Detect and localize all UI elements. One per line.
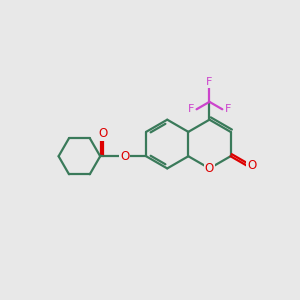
Text: F: F: [224, 104, 231, 114]
Text: O: O: [247, 159, 256, 172]
Text: F: F: [206, 77, 213, 87]
Text: O: O: [99, 127, 108, 140]
Text: O: O: [120, 150, 129, 163]
Text: F: F: [188, 104, 194, 114]
Text: O: O: [205, 162, 214, 175]
